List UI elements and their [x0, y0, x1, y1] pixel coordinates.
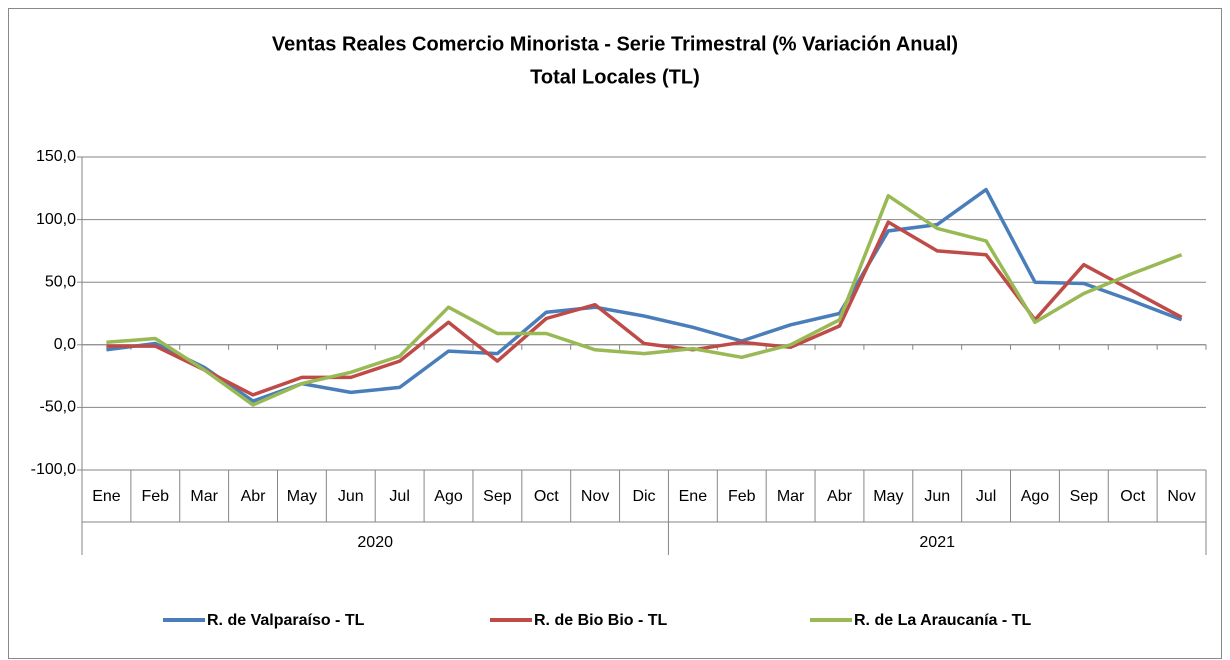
legend-label: R. de Valparaíso - TL [207, 612, 365, 629]
y-tick-label: 50,0 [45, 273, 76, 290]
legend-label: R. de La Araucanía - TL [854, 612, 1031, 629]
x-group-label: 2020 [357, 534, 393, 551]
x-tick-label: Sep [483, 488, 512, 505]
y-tick-label: 100,0 [36, 211, 76, 228]
series-line [106, 220, 1183, 397]
y-tick-label: 0,0 [54, 336, 76, 353]
x-tick-label: Ene [679, 488, 708, 505]
x-tick-label: Nov [1167, 488, 1195, 505]
x-tick-label: Oct [1120, 488, 1145, 505]
x-tick-label: Jun [924, 488, 950, 505]
x-tick-label: Oct [534, 488, 559, 505]
x-tick-label: Jul [976, 488, 996, 505]
x-tick-label: Jul [389, 488, 409, 505]
x-tick-label: Abr [241, 488, 267, 505]
x-tick-label: Ago [1021, 488, 1050, 505]
x-tick-label: May [873, 488, 903, 505]
x-tick-label: May [287, 488, 317, 505]
legend-label: R. de Bio Bio - TL [534, 612, 668, 629]
series-line [106, 194, 1183, 407]
x-tick-label: Feb [728, 488, 756, 505]
x-tick-label: Sep [1070, 488, 1099, 505]
chart-title: Ventas Reales Comercio Minorista - Serie… [272, 33, 958, 55]
x-tick-label: Ago [434, 488, 463, 505]
x-tick-label: Abr [827, 488, 853, 505]
x-tick-label: Feb [142, 488, 170, 505]
x-tick-label: Mar [190, 488, 218, 505]
y-tick-label: -50,0 [40, 399, 77, 416]
x-tick-label: Nov [581, 488, 609, 505]
chart-subtitle: Total Locales (TL) [530, 66, 700, 88]
x-tick-label: Ene [92, 488, 121, 505]
x-group-label: 2021 [919, 534, 955, 551]
y-tick-label: 150,0 [36, 148, 76, 165]
x-tick-label: Jun [338, 488, 364, 505]
y-tick-label: -100,0 [31, 461, 76, 478]
chart-frame [8, 8, 1222, 659]
x-tick-label: Mar [777, 488, 805, 505]
x-tick-label: Dic [632, 488, 655, 505]
